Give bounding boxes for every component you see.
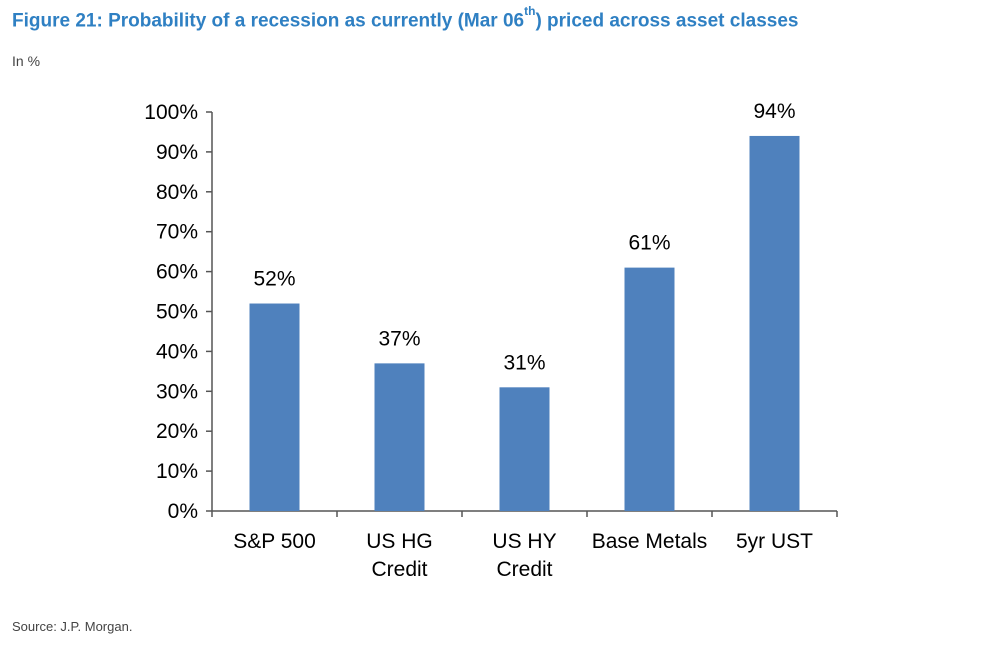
bar <box>374 363 425 511</box>
bar <box>624 267 675 511</box>
y-tick-label: 20% <box>156 420 198 443</box>
figure-title-superscript: th <box>524 4 536 18</box>
y-tick-label: 10% <box>156 460 198 483</box>
x-category-label: Credit <box>496 558 552 581</box>
y-tick-label: 50% <box>156 301 198 324</box>
units-label: In % <box>12 53 41 69</box>
y-tick-label: 60% <box>156 261 198 284</box>
data-label: 52% <box>253 268 295 291</box>
data-label: 31% <box>503 351 545 374</box>
bar <box>749 135 800 511</box>
bar <box>249 303 300 511</box>
x-category-label: US HY <box>492 530 556 553</box>
source-note: Source: J.P. Morgan. <box>12 619 133 634</box>
data-label: 61% <box>628 232 670 255</box>
y-tick-label: 40% <box>156 340 198 363</box>
y-tick-label: 70% <box>156 221 198 244</box>
x-category-label: Credit <box>371 558 427 581</box>
x-category-label: 5yr UST <box>736 530 813 553</box>
y-tick-label: 30% <box>156 380 198 403</box>
figure-title: Figure 21: Probability of a recession as… <box>12 4 799 32</box>
x-category-label: US HG <box>366 530 433 553</box>
y-tick-label: 90% <box>156 141 198 164</box>
figure-title-main: Figure 21: Probability of a recession as… <box>12 10 525 32</box>
x-category-label: S&P 500 <box>233 530 316 553</box>
y-tick-label: 80% <box>156 181 198 204</box>
data-label: 94% <box>753 100 795 123</box>
figure-title-end: ) priced across asset classes <box>535 10 799 32</box>
x-category-label: Base Metals <box>592 530 708 553</box>
bar <box>499 387 550 511</box>
y-tick-label: 0% <box>168 500 198 523</box>
data-label: 37% <box>378 327 420 350</box>
y-tick-label: 100% <box>144 101 198 124</box>
